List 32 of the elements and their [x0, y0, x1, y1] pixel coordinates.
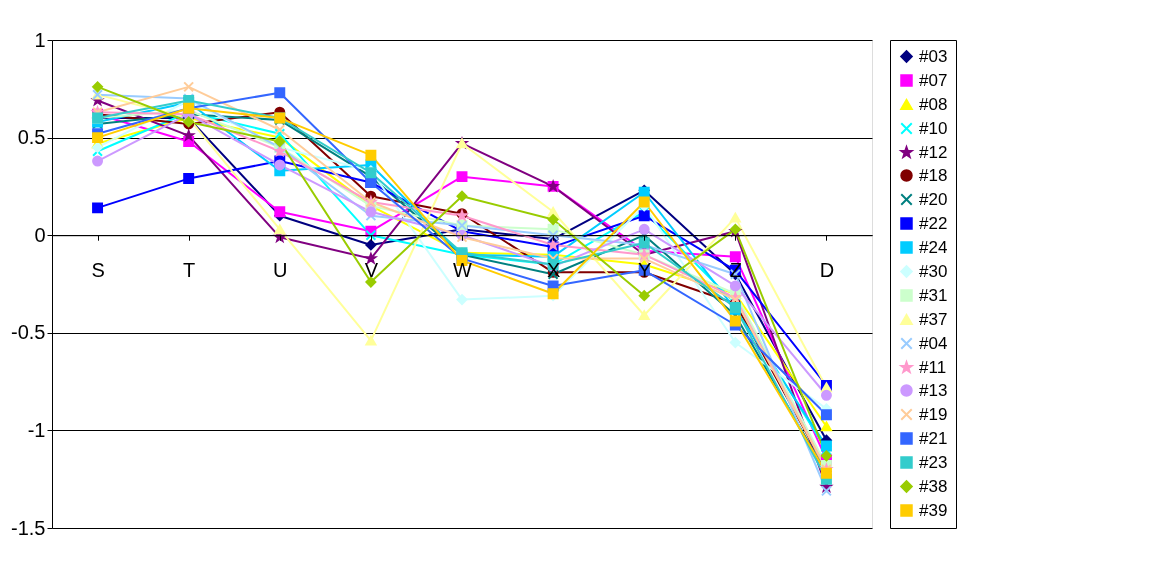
legend-label: #07 — [919, 70, 948, 90]
y-tick-label: 0.5 — [17, 126, 46, 149]
legend-label: #10 — [919, 118, 948, 138]
legend-label: #23 — [919, 452, 948, 472]
legend-label: #03 — [919, 46, 948, 66]
legend-label: #24 — [919, 237, 948, 257]
y-tick-label: 0 — [34, 223, 46, 246]
x-tick-label: W — [453, 258, 473, 281]
legend-label: #18 — [919, 165, 948, 185]
legend-label: #37 — [919, 309, 948, 329]
legend-label: #21 — [919, 428, 948, 448]
x-tick-label: T — [183, 258, 196, 281]
legend-label: #30 — [919, 261, 948, 281]
legend-label: #12 — [919, 142, 948, 162]
y-tick-label: -1.5 — [11, 516, 46, 539]
y-tick-label: -1 — [27, 418, 46, 441]
legend-label: #38 — [919, 476, 948, 496]
legend-label: #22 — [919, 213, 948, 233]
y-tick-label: -0.5 — [11, 321, 46, 344]
legend-label: #04 — [919, 333, 948, 353]
legend-label: #20 — [919, 189, 948, 209]
x-tick-label: D — [819, 258, 835, 281]
legend-label: #13 — [919, 380, 948, 400]
legend-label: #31 — [919, 285, 948, 305]
x-tick-label: U — [273, 258, 288, 281]
x-tick-label: S — [91, 258, 105, 281]
legend-label: #39 — [919, 500, 948, 520]
x-tick-label: V — [364, 258, 379, 281]
legend-label: #08 — [919, 94, 948, 114]
legend-label: #19 — [919, 404, 948, 424]
y-tick-label: 1 — [34, 28, 46, 51]
legend-label: #11 — [919, 357, 947, 377]
